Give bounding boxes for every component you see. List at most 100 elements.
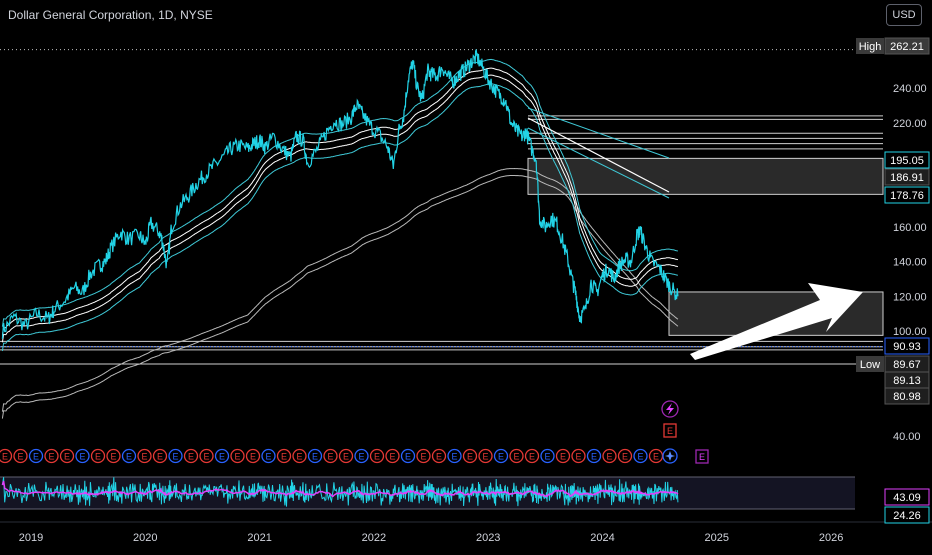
event-marker: E	[121, 448, 137, 464]
time-tick-label: 2022	[362, 532, 386, 544]
event-marker: E	[106, 448, 121, 464]
price-label-value: 195.05	[890, 155, 924, 167]
event-marker-circle	[307, 448, 323, 464]
event-marker: E	[338, 448, 354, 464]
event-marker: E	[230, 448, 245, 464]
event-marker: E	[571, 448, 586, 464]
event-marker-circle	[168, 448, 183, 464]
event-marker-letter: E	[498, 452, 504, 462]
event-marker-letter: E	[606, 452, 612, 462]
price-label-value: 186.91	[890, 172, 924, 184]
event-marker-circle	[493, 448, 509, 464]
long-average-line	[1, 167, 679, 412]
event-marker: E	[493, 448, 509, 464]
event-marker-letter: E	[467, 452, 473, 462]
event-marker-letter: E	[312, 452, 318, 462]
event-marker-circle	[447, 448, 462, 464]
price-label-tag	[856, 356, 884, 372]
event-marker-letter: E	[188, 452, 194, 462]
time-tick-label: 2023	[476, 532, 500, 544]
chart-title: Dollar General Corporation, 1D, NYSE	[8, 8, 213, 22]
event-marker-letter: E	[141, 452, 147, 462]
price-tick-label: 160.00	[893, 222, 927, 234]
price-label-tag-text: Low	[860, 359, 880, 371]
supply-zone	[527, 157, 884, 195]
event-marker-circle	[276, 448, 292, 464]
event-marker-circle	[323, 448, 338, 464]
event-marker: E	[261, 448, 276, 464]
event-marker: E	[509, 448, 524, 464]
oscillator-label-box	[884, 488, 930, 506]
event-marker-letter: E	[48, 452, 54, 462]
event-marker-circle	[524, 448, 540, 464]
price-tick-label: 40.00	[893, 431, 921, 443]
event-marker-letter: E	[420, 452, 426, 462]
event-marker-circle	[137, 448, 152, 464]
price-label-box	[884, 186, 930, 204]
event-marker-circle	[44, 448, 59, 464]
event-marker-letter: E	[126, 452, 132, 462]
price-tick-label: 120.00	[893, 291, 927, 303]
event-marker-circle	[292, 448, 307, 464]
event-marker-letter: E	[544, 452, 550, 462]
event-marker-letter: E	[591, 452, 597, 462]
event-marker-circle	[416, 448, 431, 464]
event-marker-circle	[199, 448, 214, 464]
event-marker: E	[323, 448, 338, 464]
envelope-upper-line	[1, 58, 678, 327]
time-tick-label: 2025	[705, 532, 729, 544]
rsi-average-line	[1, 480, 679, 498]
event-marker-circle	[338, 448, 354, 464]
event-marker-circle	[509, 448, 524, 464]
price-tick-label: 100.00	[893, 326, 927, 338]
currency-button[interactable]: USD	[886, 4, 922, 26]
event-marker-circle	[28, 448, 44, 464]
time-tick-label: 2020	[133, 532, 157, 544]
event-marker: E	[168, 448, 183, 464]
time-tick-label: 2019	[19, 532, 43, 544]
event-marker-letter: E	[389, 452, 395, 462]
event-marker-circle	[214, 448, 230, 464]
event-marker-circle	[586, 448, 602, 464]
event-marker-circle	[633, 448, 648, 464]
event-marker: E	[307, 448, 323, 464]
price-label-value: 89.67	[893, 359, 921, 371]
event-marker-circle	[121, 448, 137, 464]
event-marker: E	[524, 448, 540, 464]
event-marker-letter: E	[637, 452, 643, 462]
envelope-lower-line	[1, 83, 679, 352]
event-marker: E	[75, 448, 90, 464]
event-marker-circle	[555, 448, 571, 464]
event-marker-circle	[478, 448, 493, 464]
price-label-value: 262.21	[890, 41, 924, 53]
event-marker-letter: E	[203, 452, 209, 462]
event-marker-letter: E	[482, 452, 488, 462]
event-marker: E	[59, 448, 75, 464]
event-marker-letter: E	[451, 452, 457, 462]
event-marker: E	[540, 448, 555, 464]
event-marker-circle	[261, 448, 276, 464]
event-marker-letter: E	[513, 452, 519, 462]
upcoming-earnings-icon	[663, 423, 677, 438]
event-marker: E	[137, 448, 152, 464]
price-tick-label: 240.00	[893, 83, 927, 95]
event-marker: E	[416, 448, 431, 464]
event-marker-letter: E	[64, 452, 70, 462]
event-marker-letter: E	[265, 452, 271, 462]
event-marker-letter: E	[79, 452, 85, 462]
event-marker-circle	[617, 448, 633, 464]
event-marker: E	[447, 448, 462, 464]
event-marker: E	[90, 448, 106, 464]
star-icon	[665, 451, 675, 461]
event-marker: E	[199, 448, 214, 464]
time-tick-label: 2026	[819, 532, 843, 544]
event-marker-circle	[602, 448, 617, 464]
event-marker: E	[276, 448, 292, 464]
moving-average-lower-line	[1, 74, 678, 343]
event-marker-letter: E	[172, 452, 178, 462]
event-marker-circle	[0, 448, 13, 464]
event-marker-letter: E	[95, 452, 101, 462]
event-marker-letter: E	[234, 452, 240, 462]
